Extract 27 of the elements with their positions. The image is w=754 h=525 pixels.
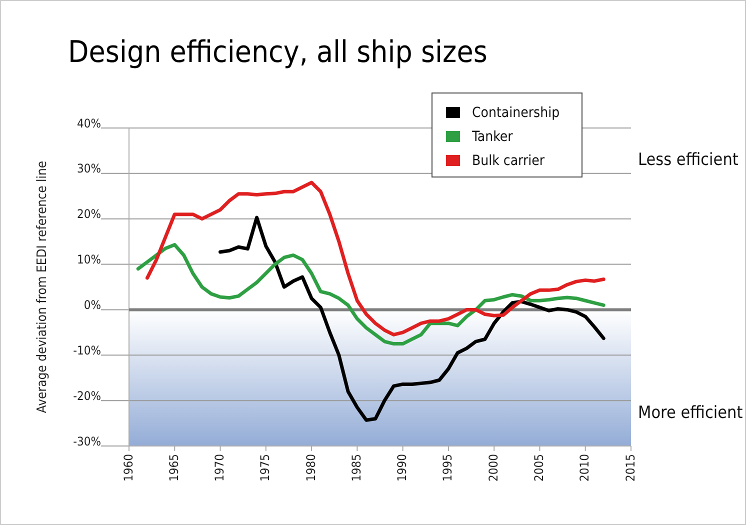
- chart-title: Design efficiency, all ship sizes: [68, 35, 488, 70]
- y-tick-label: 40%: [77, 116, 101, 130]
- y-tick-label: 30%: [77, 162, 101, 176]
- legend-label: Containership: [472, 104, 560, 121]
- x-tick-label: 1965: [166, 454, 181, 482]
- legend-label: Bulk carrier: [472, 152, 546, 169]
- text: More efficient: [638, 403, 743, 423]
- y-tick-label: 0%: [84, 298, 101, 312]
- x-tick-label: 1975: [258, 454, 272, 482]
- x-tick-label: 1990: [395, 454, 410, 482]
- text: Less efficient: [638, 150, 738, 170]
- legend-label: Tanker: [471, 128, 514, 145]
- y-tick-label: 10%: [77, 252, 101, 267]
- y-axis-title: Average deviation from EEDI reference line: [35, 160, 50, 414]
- x-tick-label: 2015: [623, 454, 638, 482]
- x-tick-label: 1970: [212, 454, 227, 482]
- x-tick-label: 2000: [486, 454, 500, 482]
- x-tick-label: 1980: [304, 454, 318, 482]
- x-tick-label: 1995: [440, 454, 455, 482]
- x-tick-label: 2005: [532, 454, 546, 482]
- x-tick-label: 2010: [578, 454, 592, 482]
- y-tick-label: -10%: [73, 343, 101, 358]
- x-tick-label: 1985: [349, 454, 364, 482]
- x-tick-label: 1960: [121, 454, 136, 482]
- y-tick-label: -20%: [73, 388, 101, 403]
- y-tick-label: 20%: [77, 207, 101, 222]
- y-tick-label: -30%: [73, 434, 101, 448]
